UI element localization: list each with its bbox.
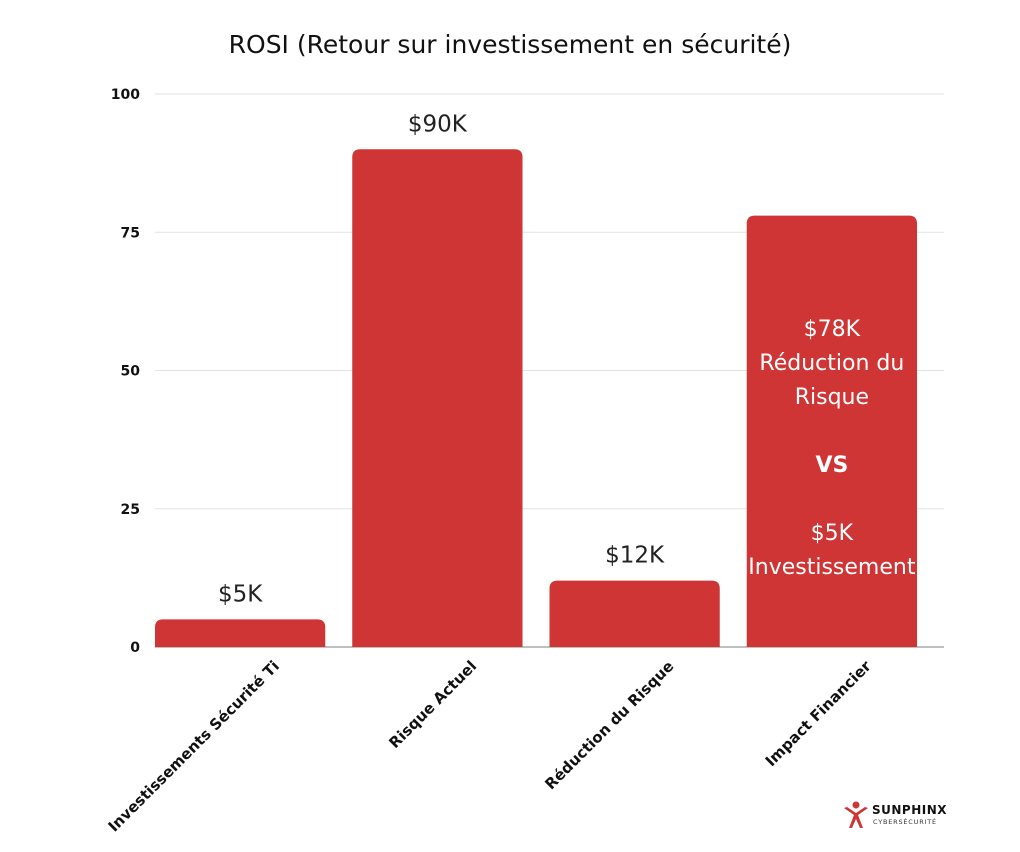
data-label: $12K bbox=[605, 543, 665, 569]
y-tick-label: 100 bbox=[111, 87, 140, 103]
bar-inside-label: Risque bbox=[795, 385, 869, 410]
bar bbox=[746, 215, 917, 647]
bar bbox=[352, 149, 523, 648]
y-tick-label: 25 bbox=[121, 502, 140, 518]
data-label: $90K bbox=[408, 111, 468, 137]
x-tick-label: Investissements Sécurité Ti bbox=[105, 657, 283, 835]
bar bbox=[155, 619, 326, 647]
sunphinx-logo: SUNPHINX CYBERSÉCURITÉ bbox=[842, 800, 952, 832]
y-tick-label: 75 bbox=[121, 225, 140, 241]
bar bbox=[549, 580, 720, 647]
sphinx-figure-icon bbox=[844, 801, 868, 828]
x-tick-label: Réduction du Risque bbox=[541, 657, 677, 793]
bar-inside-label: $5K bbox=[811, 521, 854, 546]
chart-title: ROSI (Retour sur investissement en sécur… bbox=[228, 30, 792, 59]
y-tick-label: 0 bbox=[130, 640, 140, 656]
x-tick-label: Risque Actuel bbox=[385, 657, 480, 752]
logo-brand: SUNPHINX bbox=[872, 803, 948, 817]
data-label: $5K bbox=[218, 581, 263, 607]
bar-inside-label: VS bbox=[815, 453, 848, 478]
y-tick-label: 50 bbox=[121, 364, 141, 380]
bar-inside-label: Investissement bbox=[748, 555, 916, 580]
bar-inside-label: $78K bbox=[804, 317, 861, 342]
logo-subtitle: CYBERSÉCURITÉ bbox=[873, 818, 937, 826]
bar-inside-label: Réduction du bbox=[759, 351, 904, 376]
x-tick-label: Impact Financier bbox=[762, 657, 875, 770]
